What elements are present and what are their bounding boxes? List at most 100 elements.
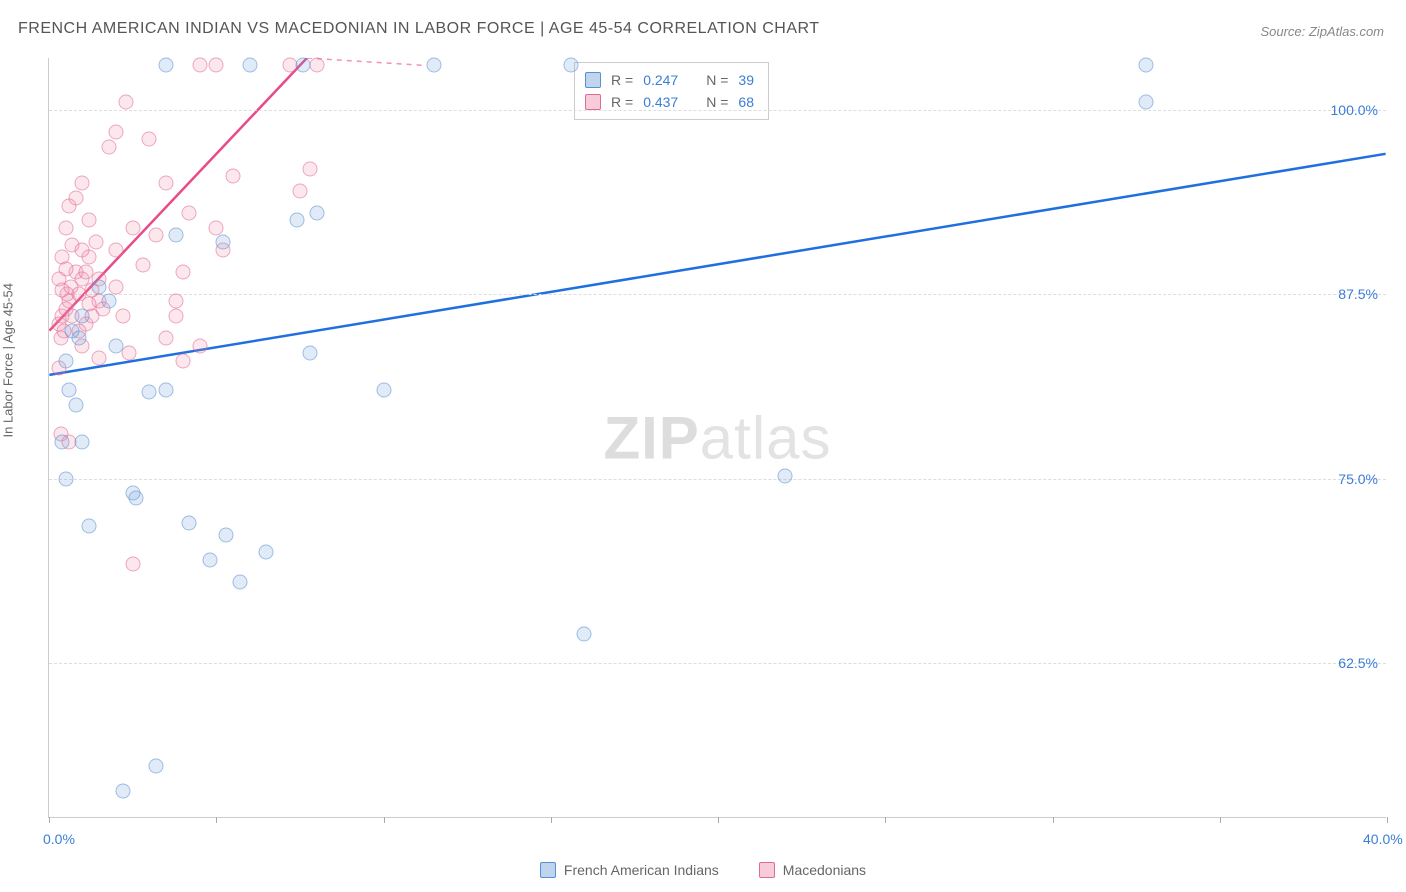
data-point-b xyxy=(135,257,150,272)
xtick-mark xyxy=(718,817,719,823)
data-point-a xyxy=(159,58,174,73)
data-point-a xyxy=(215,235,230,250)
data-point-a xyxy=(108,338,123,353)
xtick-mark xyxy=(49,817,50,823)
grid-h xyxy=(49,110,1386,111)
data-point-a xyxy=(169,228,184,243)
xtick-mark xyxy=(885,817,886,823)
swatch-a-icon xyxy=(540,862,556,878)
data-point-a xyxy=(55,434,70,449)
data-point-a xyxy=(125,486,140,501)
swatch-series-a xyxy=(585,72,601,88)
data-point-b xyxy=(209,220,224,235)
data-point-b xyxy=(125,557,140,572)
data-point-a xyxy=(1139,58,1154,73)
xtick-mark xyxy=(384,817,385,823)
data-point-b xyxy=(92,350,107,365)
data-point-b xyxy=(159,331,174,346)
xtick-mark xyxy=(1053,817,1054,823)
watermark: ZIPatlas xyxy=(603,403,831,472)
data-point-a xyxy=(426,58,441,73)
data-point-b xyxy=(169,294,184,309)
data-point-b xyxy=(58,220,73,235)
chart-title: FRENCH AMERICAN INDIAN VS MACEDONIAN IN … xyxy=(18,20,820,38)
data-point-b xyxy=(122,346,137,361)
data-point-b xyxy=(192,58,207,73)
data-point-b xyxy=(192,338,207,353)
xtick-label: 40.0% xyxy=(1363,831,1403,847)
data-point-b xyxy=(55,282,70,297)
data-point-b xyxy=(88,235,103,250)
data-point-a xyxy=(202,552,217,567)
data-point-a xyxy=(159,383,174,398)
xtick-mark xyxy=(551,817,552,823)
ytick-label: 100.0% xyxy=(1331,102,1378,118)
data-point-b xyxy=(302,161,317,176)
xtick-mark xyxy=(1387,817,1388,823)
data-point-a xyxy=(92,279,107,294)
data-point-a xyxy=(115,784,130,799)
data-point-a xyxy=(219,527,234,542)
data-point-a xyxy=(72,331,87,346)
data-point-a xyxy=(62,383,77,398)
ytick-label: 75.0% xyxy=(1338,471,1378,487)
data-point-b xyxy=(82,213,97,228)
grid-h xyxy=(49,294,1386,295)
data-point-b xyxy=(309,58,324,73)
data-point-a xyxy=(102,294,117,309)
xtick-mark xyxy=(216,817,217,823)
data-point-a xyxy=(296,58,311,73)
data-point-b xyxy=(175,264,190,279)
data-point-b xyxy=(118,95,133,110)
data-point-a xyxy=(142,384,157,399)
stats-row-a: R = 0.247 N = 39 xyxy=(585,69,754,91)
data-point-b xyxy=(209,58,224,73)
ytick-label: 62.5% xyxy=(1338,655,1378,671)
plot-area: ZIPatlas R = 0.247 N = 39 R = 0.437 N = … xyxy=(48,58,1386,818)
y-axis-label: In Labor Force | Age 45-54 xyxy=(1,283,16,437)
data-point-a xyxy=(149,759,164,774)
data-point-b xyxy=(75,176,90,191)
data-point-a xyxy=(232,574,247,589)
data-point-a xyxy=(302,346,317,361)
data-point-a xyxy=(577,626,592,641)
legend-item-a: French American Indians xyxy=(540,862,719,878)
data-point-a xyxy=(289,213,304,228)
data-point-b xyxy=(115,309,130,324)
bottom-legend: French American Indians Macedonians xyxy=(0,862,1406,878)
ytick-label: 87.5% xyxy=(1338,286,1378,302)
data-point-a xyxy=(58,471,73,486)
data-point-b xyxy=(225,169,240,184)
data-point-b xyxy=(108,242,123,257)
data-point-b xyxy=(292,183,307,198)
data-point-b xyxy=(175,353,190,368)
data-point-b xyxy=(108,124,123,139)
chart-container: FRENCH AMERICAN INDIAN VS MACEDONIAN IN … xyxy=(0,0,1406,892)
data-point-b xyxy=(149,228,164,243)
data-point-b xyxy=(68,191,83,206)
data-point-a xyxy=(777,468,792,483)
data-point-a xyxy=(75,309,90,324)
grid-h xyxy=(49,663,1386,664)
data-point-a xyxy=(182,515,197,530)
regression-lines xyxy=(49,58,1386,817)
data-point-b xyxy=(58,262,73,277)
data-point-b xyxy=(75,242,90,257)
legend-item-b: Macedonians xyxy=(759,862,866,878)
data-point-a xyxy=(242,58,257,73)
xtick-label: 0.0% xyxy=(43,831,75,847)
data-point-b xyxy=(125,220,140,235)
swatch-b-icon xyxy=(759,862,775,878)
data-point-b xyxy=(102,139,117,154)
xtick-mark xyxy=(1220,817,1221,823)
data-point-a xyxy=(1139,95,1154,110)
data-point-a xyxy=(309,205,324,220)
swatch-series-b xyxy=(585,94,601,110)
source-label: Source: ZipAtlas.com xyxy=(1260,24,1384,39)
data-point-b xyxy=(169,309,184,324)
data-point-a xyxy=(58,353,73,368)
data-point-b xyxy=(182,205,197,220)
grid-h xyxy=(49,479,1386,480)
data-point-a xyxy=(259,545,274,560)
data-point-b xyxy=(142,132,157,147)
